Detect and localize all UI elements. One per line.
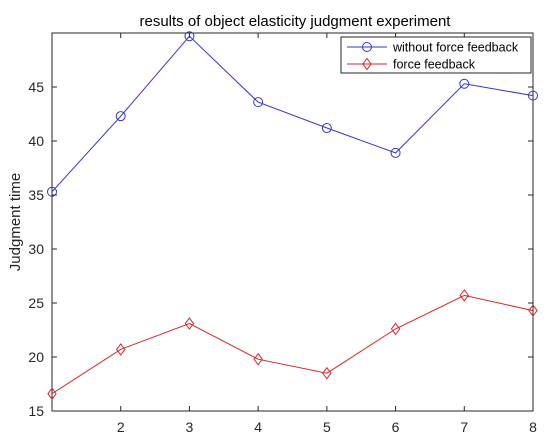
series-line-1 — [51, 35, 534, 193]
x-tick-label: 8 — [529, 419, 537, 435]
series-1-point — [321, 123, 332, 134]
series-2-point — [459, 289, 470, 302]
series-1-point — [47, 186, 57, 197]
x-tick-label: 6 — [392, 419, 400, 435]
series-2-point — [184, 317, 195, 330]
series-2-point — [322, 366, 332, 380]
series-2-point — [390, 322, 401, 336]
y-tick-label: 45 — [28, 79, 44, 95]
legend-label-2: force feedback — [393, 58, 476, 72]
y-tick-label: 15 — [28, 403, 44, 419]
series-2-point — [253, 352, 263, 366]
legend: without force feedback force feedback — [340, 36, 532, 74]
y-tick-label: 25 — [28, 295, 44, 311]
x-tick-label: 7 — [460, 419, 468, 435]
x-tick-label: 3 — [186, 419, 194, 435]
chart-title: results of object elasticity judgment ex… — [140, 13, 452, 30]
legend-label-1: without force feedback — [392, 41, 519, 55]
series-1-point — [459, 78, 470, 89]
legend-box — [340, 36, 532, 74]
series-2-point — [528, 304, 538, 317]
series-1-point — [184, 31, 195, 42]
legend-marker-1 — [362, 42, 372, 52]
series-line-2 — [51, 294, 534, 395]
y-tick-label: 30 — [28, 241, 44, 257]
y-tick-label: 35 — [28, 187, 44, 203]
axes-box — [51, 32, 534, 412]
series-2-point — [47, 387, 57, 401]
y-axis-label: Judgment time — [7, 173, 24, 271]
x-tick-label: 5 — [323, 419, 331, 435]
series-1-point — [253, 97, 264, 108]
series-1-point — [528, 90, 538, 101]
x-tick-label: 2 — [117, 419, 125, 435]
series-1-point — [390, 147, 401, 158]
x-tick-label: 4 — [254, 419, 262, 435]
legend-marker-2 — [362, 57, 372, 71]
series-2-point — [115, 343, 126, 356]
y-tick-label: 40 — [28, 133, 44, 149]
y-tick-label: 20 — [28, 349, 44, 365]
series-1-point — [115, 111, 126, 122]
